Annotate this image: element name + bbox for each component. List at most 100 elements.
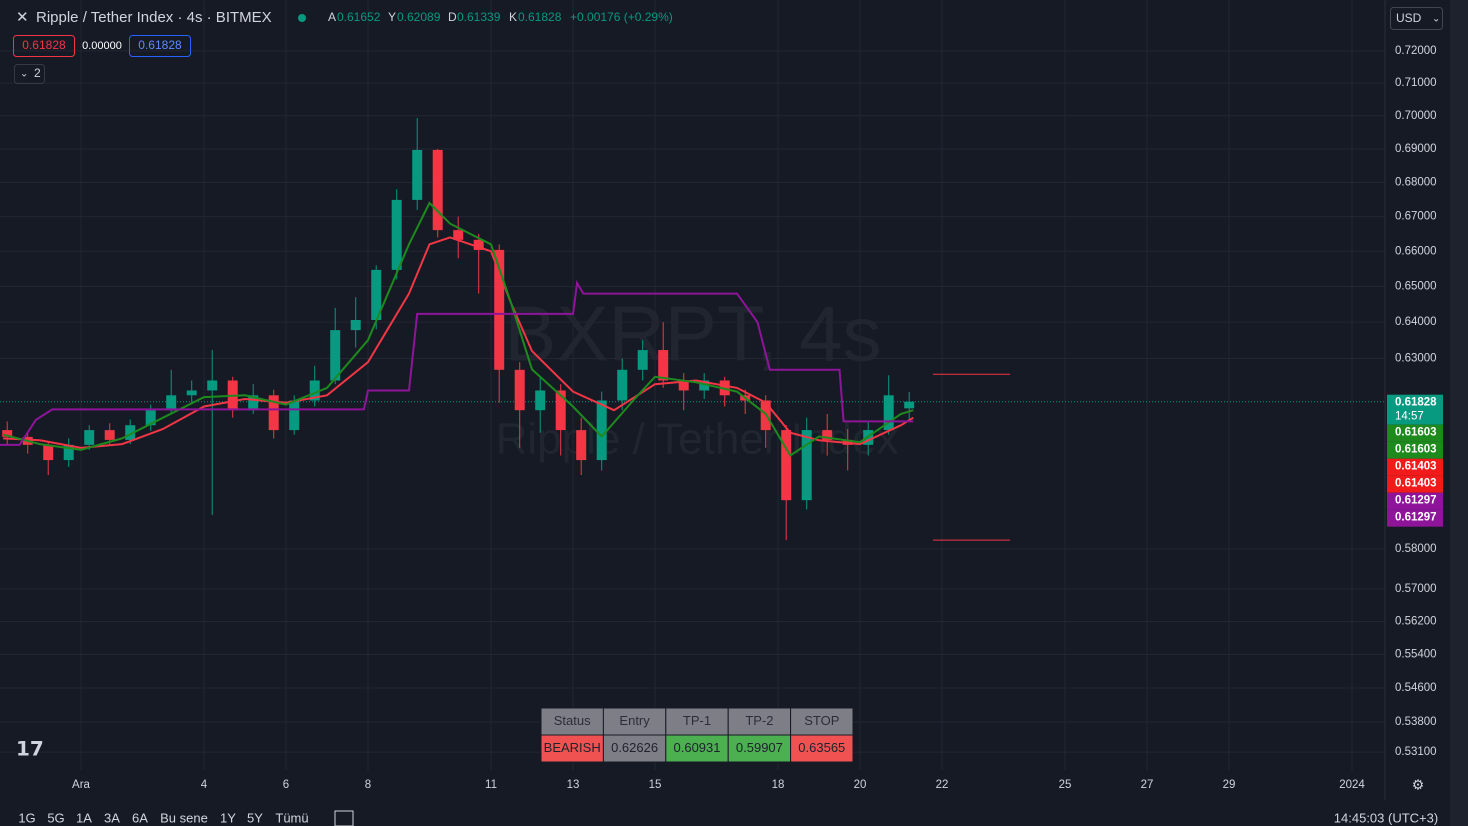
- spread: 0.00000: [82, 40, 122, 52]
- table-header: TP-2: [745, 713, 773, 728]
- currency: USD: [1396, 11, 1422, 25]
- candle-body: [330, 330, 341, 381]
- y-tick-label: 0.67000: [1395, 211, 1437, 223]
- range-button[interactable]: 6A: [132, 810, 148, 825]
- y-tick-label: 0.71000: [1395, 77, 1437, 89]
- range-button[interactable]: Bu sene: [160, 810, 208, 825]
- last-price-badge: [1387, 394, 1443, 425]
- clock[interactable]: 14:45:03 (UTC+3): [1334, 810, 1438, 825]
- y-tick-label: 0.54600: [1395, 682, 1437, 694]
- x-tick-label: 20: [854, 779, 867, 791]
- calendar-icon[interactable]: [334, 810, 354, 826]
- ohlc-label: K: [509, 10, 517, 24]
- y-tick-label: 0.58000: [1395, 543, 1437, 555]
- candle-body: [494, 249, 505, 370]
- candle-body: [248, 395, 259, 411]
- candle-body: [43, 444, 54, 461]
- ohlc-value: 0.62089: [397, 10, 441, 24]
- table-value: 0.60931: [674, 740, 721, 755]
- table-header-cell: [790, 707, 854, 736]
- candle-body: [576, 430, 587, 461]
- range-button[interactable]: 5Y: [247, 810, 263, 825]
- signal-table: Status BEARISH Entry 0.62626 TP-1 0.60931 TP-2…: [540, 707, 854, 763]
- ohlc-value: 0.61339: [457, 10, 501, 24]
- table-header: Entry: [619, 713, 650, 728]
- indicator-value: 0.61403: [1395, 478, 1437, 490]
- x-tick-label: 6: [283, 779, 289, 791]
- x-tick-label: 15: [649, 779, 662, 791]
- x-tick-label: 8: [365, 779, 371, 791]
- indicator-badge: [1387, 424, 1443, 442]
- countdown: 14:57: [1395, 411, 1424, 423]
- chevron: ⌄: [20, 69, 28, 80]
- toolbar: ⚙ 14:45:03 (UTC+3) 1G 5G 1A 3A 6A Bu sene 1Y 5Y…: [18, 777, 1438, 826]
- indicator-toggle[interactable]: [14, 64, 45, 84]
- candle-body: [63, 444, 74, 461]
- table-header: STOP: [804, 713, 839, 728]
- table-cell: [540, 734, 604, 763]
- table-value: 0.59907: [736, 740, 783, 755]
- table-header-cell: [540, 707, 604, 736]
- candle-body: [432, 149, 443, 231]
- y-axis: 0.72000 0.71000 0.70000 0.69000 0.68000 0.670…: [1395, 45, 1437, 758]
- candle-body: [371, 269, 382, 321]
- x-tick-label: 22: [936, 779, 949, 791]
- candle-body: [268, 395, 279, 431]
- logo: 𝟭𝟳: [16, 738, 44, 760]
- table-value: 0.62626: [611, 740, 658, 755]
- candle-body: [84, 430, 95, 445]
- close-icon[interactable]: ✕: [16, 9, 29, 26]
- y-tick-label: 0.57000: [1395, 583, 1437, 595]
- candle-body: [801, 430, 812, 501]
- x-tick-label: 27: [1141, 779, 1154, 791]
- bid: 0.61828: [22, 38, 66, 52]
- watermark-ticker: BXRPT, 4s: [504, 290, 881, 378]
- candle-body: [391, 199, 402, 270]
- settings-icon[interactable]: ⚙: [1412, 777, 1425, 793]
- indicator-value: 0.61603: [1395, 444, 1437, 456]
- y-tick-label: 0.56200: [1395, 616, 1437, 628]
- y-tick-label: 0.70000: [1395, 110, 1437, 122]
- candle-body: [781, 430, 792, 501]
- header: ✕ Ripple / Tether Index · 4s · BITMEX A …: [13, 7, 1443, 760]
- y-tick-label: 0.68000: [1395, 177, 1437, 189]
- currency-select[interactable]: [1390, 7, 1443, 30]
- y-tick-label: 0.69000: [1395, 143, 1437, 155]
- y-tick-label: 0.53800: [1395, 716, 1437, 728]
- table-header-cell: [665, 707, 729, 736]
- ohlc-label: Y: [388, 10, 396, 24]
- ohlc-value: 0.61828: [518, 10, 562, 24]
- symbol[interactable]: Ripple / Tether Index · 4s · BITMEX: [36, 9, 272, 26]
- range-button[interactable]: 1A: [76, 810, 92, 825]
- candle-body: [555, 390, 566, 431]
- range-button[interactable]: 5G: [47, 810, 64, 825]
- ask: 0.61828: [138, 38, 182, 52]
- ohlc-value: 0.61652: [337, 10, 381, 24]
- candle-body: [125, 425, 136, 440]
- indicator-badge: [1387, 509, 1443, 527]
- indicator-value: 0.61603: [1395, 427, 1437, 439]
- candle-body: [166, 395, 177, 411]
- grid: [0, 0, 1385, 770]
- ohlc-label: A: [328, 10, 336, 24]
- y-tick-label: 0.65000: [1395, 281, 1437, 293]
- candle-body: [822, 430, 833, 440]
- indicator-badge: [1387, 492, 1443, 510]
- y-tick-label: 0.55400: [1395, 649, 1437, 661]
- x-tick-label: 2024: [1339, 779, 1365, 791]
- y-tick-label: 0.66000: [1395, 245, 1437, 257]
- range-button[interactable]: Tümü: [275, 810, 308, 825]
- range-button[interactable]: 1G: [18, 810, 35, 825]
- table-header: TP-1: [683, 713, 711, 728]
- candle-body: [309, 380, 320, 401]
- indicator-value: 0.61403: [1395, 461, 1437, 473]
- ohlc-label: D: [448, 10, 457, 24]
- range-button[interactable]: 3A: [104, 810, 120, 825]
- candle-body: [207, 380, 218, 391]
- indicator-line: [3, 236, 914, 449]
- range-button[interactable]: 1Y: [220, 810, 236, 825]
- ask-badge: [129, 35, 191, 57]
- x-tick-label: 13: [567, 779, 580, 791]
